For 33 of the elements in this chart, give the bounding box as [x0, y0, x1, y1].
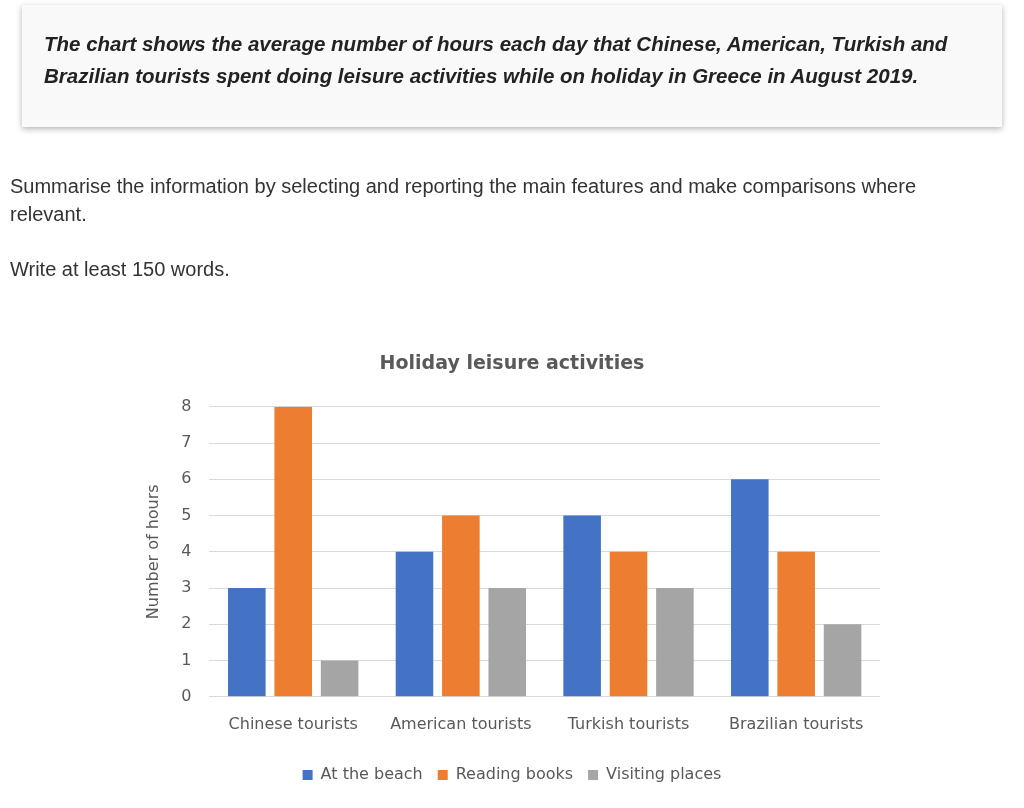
text: The chart shows the average number of hours each day that Chinese, American, Turkish and Brazilian tourists spent doing leisure activities while on holiday in Greece in August 2019.	[44, 31, 949, 89]
legend-label: Visiting places	[606, 764, 722, 784]
bar	[442, 515, 480, 697]
chart-title: Holiday leisure activities	[379, 351, 645, 374]
bar	[395, 551, 434, 697]
x-tick-label: Brazilian tourists	[729, 713, 864, 733]
legend-label: Reading books	[455, 764, 574, 784]
bar	[823, 624, 862, 697]
y-tick-label: 0	[181, 685, 192, 705]
bar	[656, 588, 694, 697]
y-tick-label: 6	[181, 468, 192, 488]
y-axis-title: Number of hours	[142, 484, 162, 620]
y-tick-label: 2	[181, 613, 192, 633]
bar	[274, 406, 312, 697]
x-tick-label: American tourists	[390, 713, 532, 733]
text: Write at least 150 words.	[10, 257, 231, 282]
text: Summarise the information by selecting and reporting the main features and make comparisons where relevant.	[10, 174, 917, 227]
x-tick-label: Chinese tourists	[228, 713, 358, 733]
x-tick-label: Turkish tourists	[566, 713, 690, 733]
bar	[228, 588, 266, 697]
y-tick-label: 5	[181, 504, 192, 524]
bar	[563, 515, 601, 697]
y-tick-label: 1	[181, 649, 192, 669]
legend-label: At the beach	[320, 764, 423, 784]
bar	[320, 660, 359, 697]
bar	[609, 551, 648, 697]
bar	[488, 588, 527, 697]
y-tick-label: 7	[181, 432, 192, 452]
y-tick-label: 4	[181, 540, 192, 560]
bar	[731, 479, 769, 697]
y-tick-label: 8	[181, 395, 192, 415]
bar	[777, 551, 815, 697]
y-tick-label: 3	[181, 577, 192, 597]
